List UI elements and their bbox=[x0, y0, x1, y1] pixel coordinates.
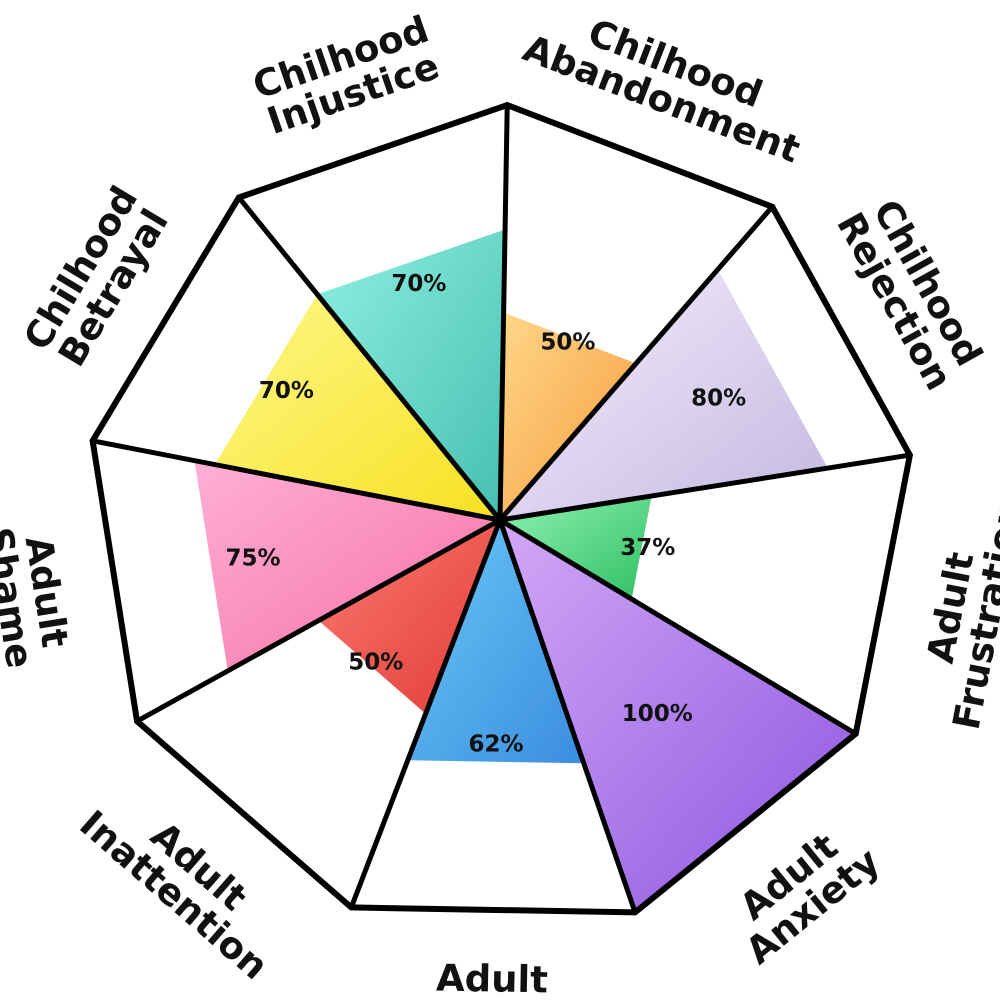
spoke bbox=[498, 205, 775, 522]
spoke bbox=[498, 517, 858, 736]
spoke bbox=[497, 519, 638, 914]
wedge-rejection bbox=[500, 269, 828, 520]
wedge-injustice bbox=[317, 229, 506, 520]
spoke bbox=[92, 438, 501, 523]
wedge-anxiety bbox=[500, 520, 856, 913]
category-label-line1: Adult bbox=[436, 956, 549, 1000]
outer-polygon bbox=[89, 101, 914, 916]
value-label-abandonment: 50% bbox=[540, 330, 595, 356]
value-label-frustration: 37% bbox=[620, 535, 675, 561]
wedge-layer bbox=[194, 229, 856, 913]
wedge-inattention bbox=[318, 520, 500, 714]
wedge-betrayal bbox=[214, 294, 500, 520]
spoke bbox=[497, 105, 510, 521]
wedge-abandonment bbox=[500, 312, 637, 520]
spoke bbox=[236, 195, 502, 522]
category-label-stress: AdultStress bbox=[425, 956, 557, 1000]
value-label-layer: 50% 80% 37% 100% 62% 50% 75% 70% 70% bbox=[226, 271, 747, 758]
category-label-line2: Stress bbox=[425, 994, 557, 1000]
outline-layer bbox=[89, 101, 914, 916]
value-label-anxiety: 100% bbox=[622, 701, 693, 727]
wedge-stress bbox=[407, 520, 584, 764]
value-label-stress: 62% bbox=[469, 732, 524, 758]
spoke bbox=[499, 452, 911, 523]
value-label-shame: 75% bbox=[226, 546, 281, 572]
wedge-shame bbox=[194, 460, 500, 671]
wedge-frustration bbox=[500, 495, 652, 600]
value-label-rejection: 80% bbox=[691, 385, 746, 411]
value-label-inattention: 50% bbox=[348, 649, 403, 675]
spoke bbox=[135, 517, 502, 724]
spoke bbox=[348, 519, 503, 909]
value-label-betrayal: 70% bbox=[259, 378, 314, 404]
value-label-injustice: 70% bbox=[391, 271, 446, 297]
